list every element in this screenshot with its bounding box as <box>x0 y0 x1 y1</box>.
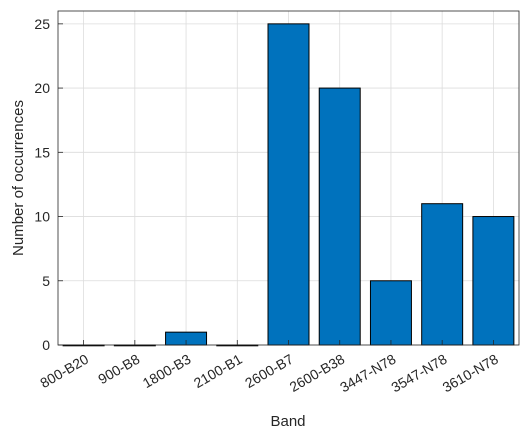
x-tick-label: 800-B20 <box>37 351 91 391</box>
x-axis-ticks: 800-B20 900-B81800-B32100-B12600-B72600-B… <box>37 340 501 395</box>
x-tick-label: 2600-B38 <box>287 351 348 395</box>
y-tick-label: 10 <box>34 209 50 225</box>
x-tick-label: 2100-B1 <box>191 351 245 391</box>
x-tick-label: 3547-N78 <box>388 351 449 396</box>
bar-3547-N78 <box>421 203 464 346</box>
x-tick-label: 900-B8 <box>95 351 142 388</box>
bars <box>62 23 515 347</box>
y-tick-label: 5 <box>42 273 50 289</box>
y-tick-label: 25 <box>34 16 50 32</box>
bar-3610-N78 <box>472 216 515 346</box>
bar-3447-N78 <box>369 280 412 346</box>
bar-2600-B38 <box>318 87 361 346</box>
y-axis-ticks: 0 5 10 15 20 25 <box>34 16 63 353</box>
y-tick-label: 0 <box>42 337 50 353</box>
x-tick-label: 1800-B3 <box>140 351 194 391</box>
y-axis-label: Number of occurrences <box>10 100 27 256</box>
y-tick-label: 20 <box>34 80 50 96</box>
y-tick-label: 15 <box>34 144 50 160</box>
x-axis-label: Band <box>270 413 305 430</box>
x-tick-label: 3610-N78 <box>440 351 501 396</box>
bar-2600-B7 <box>267 23 310 346</box>
x-tick-label: 3447-N78 <box>337 351 398 396</box>
